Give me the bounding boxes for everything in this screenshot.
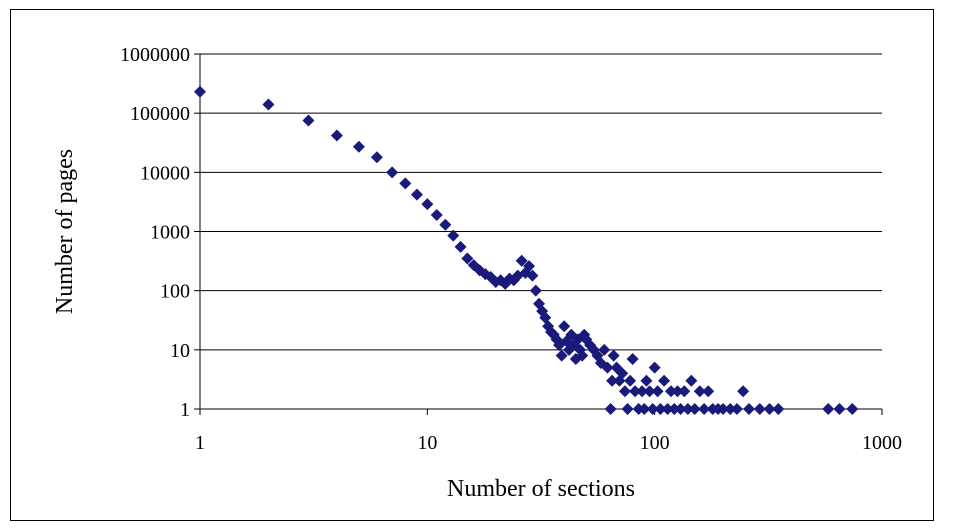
y-tick-label: 100	[160, 281, 190, 303]
data-point	[629, 385, 642, 398]
data-point	[601, 361, 614, 374]
data-point	[576, 349, 589, 362]
data-point	[522, 260, 535, 273]
y-tick-label: 10	[170, 340, 190, 362]
data-point	[529, 284, 542, 297]
data-point	[461, 252, 474, 265]
data-point	[604, 403, 617, 415]
y-tick-label: 1000000	[120, 44, 190, 66]
data-point	[846, 403, 859, 415]
data-point	[638, 403, 651, 415]
data-point	[668, 403, 681, 415]
data-point	[621, 403, 634, 415]
data-point	[674, 403, 687, 415]
data-point	[651, 385, 664, 398]
data-point	[330, 129, 343, 142]
data-point	[399, 177, 412, 190]
x-tick-label: 10	[417, 432, 437, 454]
data-point	[607, 349, 620, 362]
y-tick-label: 1000	[150, 222, 190, 244]
data-point	[730, 403, 743, 415]
data-point	[658, 374, 671, 387]
data-point	[763, 403, 776, 415]
data-point	[410, 188, 423, 201]
data-point	[717, 403, 730, 415]
data-point	[646, 403, 659, 415]
data-point	[678, 385, 691, 398]
data-point	[743, 403, 756, 415]
y-tick-label: 10000	[140, 162, 190, 184]
data-point	[370, 151, 383, 164]
y-tick-label: 1	[180, 399, 190, 421]
data-point	[685, 374, 698, 387]
data-point	[302, 114, 315, 127]
data-point	[737, 385, 750, 398]
x-tick-label: 1	[195, 432, 205, 454]
data-point	[606, 374, 619, 387]
data-point	[447, 229, 460, 242]
data-point	[352, 140, 365, 153]
data-point	[430, 209, 443, 222]
y-tick-label: 100000	[130, 103, 190, 125]
data-point	[624, 374, 637, 387]
data-point	[618, 385, 631, 398]
data-point	[640, 374, 653, 387]
data-point	[654, 403, 667, 415]
data-point	[693, 385, 706, 398]
data-point	[515, 254, 528, 267]
data-point	[194, 85, 206, 98]
data-point	[454, 240, 467, 253]
x-axis-title: Number of sections	[447, 476, 635, 502]
x-tick-label: 100	[640, 432, 670, 454]
data-point	[833, 403, 846, 415]
data-point	[262, 98, 275, 111]
data-point	[681, 403, 694, 415]
data-point	[526, 269, 539, 282]
data-point	[636, 385, 649, 398]
data-point	[555, 349, 568, 362]
data-point	[671, 385, 684, 398]
y-axis-title: Number of pages	[52, 149, 78, 314]
data-point	[688, 403, 701, 415]
data-point	[439, 218, 452, 231]
data-point	[643, 385, 656, 398]
data-point	[698, 403, 711, 415]
data-point	[724, 403, 737, 415]
data-point	[648, 361, 661, 374]
data-point	[772, 403, 785, 415]
data-point	[661, 403, 674, 415]
data-point	[558, 320, 571, 333]
data-point	[665, 385, 678, 398]
data-point	[702, 385, 715, 398]
data-point	[598, 343, 611, 356]
data-point	[626, 352, 639, 365]
data-point	[822, 403, 835, 415]
x-tick-label: 1000	[862, 432, 902, 454]
data-point	[753, 403, 766, 415]
data-point	[616, 367, 629, 380]
data-point	[386, 166, 399, 179]
data-point	[421, 198, 434, 211]
